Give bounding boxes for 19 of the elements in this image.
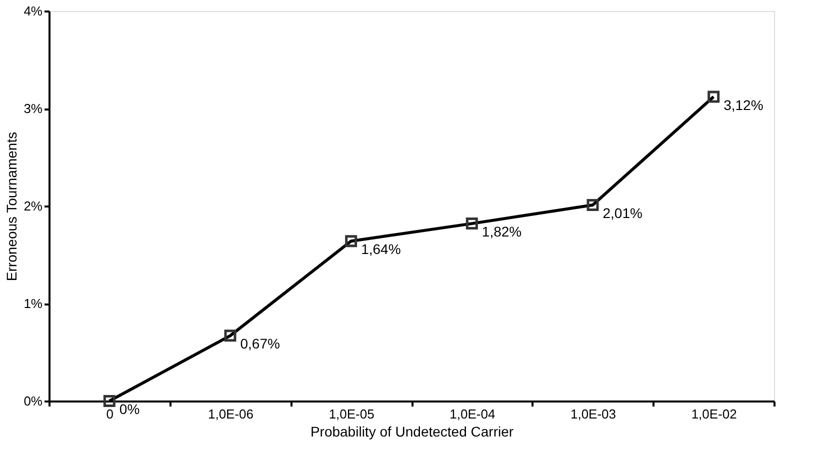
x-tick-label: 0 xyxy=(106,406,114,422)
y-tick-label: 3% xyxy=(24,101,43,116)
data-label: 0,67% xyxy=(240,336,280,352)
data-label: 2,01% xyxy=(602,205,642,222)
data-label: 1,82% xyxy=(482,224,522,240)
data-label: 3,12% xyxy=(724,96,764,113)
x-tick-label: 1,0E-02 xyxy=(691,406,737,422)
x-tick-label: 1,0E-06 xyxy=(208,406,254,422)
y-tick-label: 1% xyxy=(24,296,43,311)
y-tick-label: 4% xyxy=(24,4,43,18)
x-tick-label: 1,0E-03 xyxy=(570,406,616,422)
y-tick-label: 0% xyxy=(24,394,43,408)
y-axis-title: Erroneous Tournaments xyxy=(4,132,20,282)
data-label: 1,64% xyxy=(361,241,401,258)
y-tick-label: 2% xyxy=(24,198,43,214)
x-tick-label: 1,0E-04 xyxy=(450,406,496,422)
x-axis-title: Probability of Undetected Carrier xyxy=(310,424,514,440)
data-label: 0% xyxy=(119,401,140,417)
x-tick-label: 1,0E-05 xyxy=(328,406,374,422)
